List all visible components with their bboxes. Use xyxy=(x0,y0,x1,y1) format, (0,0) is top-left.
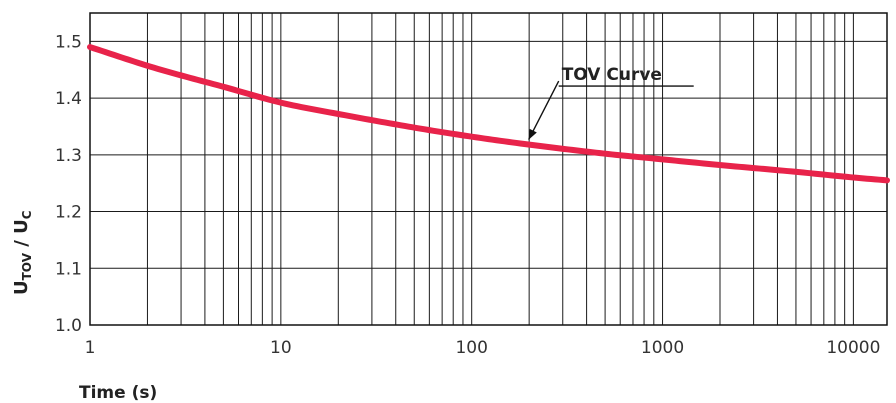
y-tick-label: 1.0 xyxy=(55,316,82,336)
y-axis-label-sep: / xyxy=(11,234,32,253)
y-axis-label: UTOV / UC xyxy=(11,210,34,295)
x-tick-label: 100 xyxy=(455,338,487,358)
y-axis-label-u2: U xyxy=(11,219,32,234)
y-axis-label-u1: U xyxy=(11,280,32,295)
y-tick-label: 1.3 xyxy=(55,146,82,166)
grid-lines xyxy=(90,13,887,325)
plot-frame xyxy=(89,12,888,326)
x-tick-label: 1 xyxy=(85,338,96,358)
y-tick-label: 1.5 xyxy=(55,32,82,52)
y-tick-label: 1.2 xyxy=(55,203,82,223)
y-tick-label: 1.4 xyxy=(55,89,82,109)
x-tick-label: 10000 xyxy=(826,338,880,358)
annotation-arrowhead xyxy=(528,128,537,140)
y-tick-label: 1.1 xyxy=(55,259,82,279)
y-tick-labels: 1.0 1.1 1.2 1.3 1.4 1.5 xyxy=(55,32,82,336)
x-tick-label: 1000 xyxy=(641,338,684,358)
annotation-label: TOV Curve xyxy=(562,65,662,85)
series-line-tov xyxy=(87,44,890,184)
x-tick-labels: 1 10 100 1000 10000 xyxy=(85,338,881,358)
x-axis-label: Time (s) xyxy=(79,383,157,403)
annotation-group: TOV Curve xyxy=(528,65,694,140)
y-axis-label-sub2: C xyxy=(20,210,34,219)
x-tick-label: 10 xyxy=(270,338,292,358)
y-axis-label-sub1: TOV xyxy=(20,252,34,280)
annotation-leader xyxy=(528,80,560,140)
